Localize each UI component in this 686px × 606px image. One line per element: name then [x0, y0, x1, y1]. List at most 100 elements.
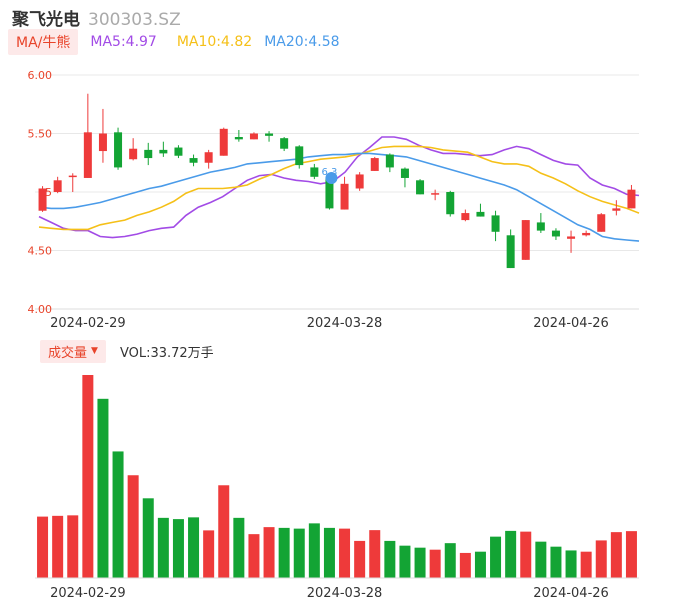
stock-code: 300303.SZ: [88, 10, 181, 30]
volume-selector-button[interactable]: 成交量 ▼: [40, 339, 106, 363]
volume-bar: [233, 517, 245, 578]
candle-body: [521, 220, 530, 260]
volume-bar: [414, 547, 426, 578]
price-marker: 6.3: [321, 167, 338, 184]
marker-icon: [325, 171, 338, 184]
candle-body: [219, 128, 228, 156]
date-tick-label: 2024-02-29: [50, 316, 126, 331]
volume-bar: [308, 523, 320, 578]
volume-bar: [595, 540, 607, 578]
candle-body: [476, 211, 485, 217]
volume-bar: [354, 540, 366, 578]
volume-bar: [203, 530, 215, 578]
candle-body: [129, 148, 138, 160]
volume-bar: [384, 540, 396, 578]
volume-bar: [323, 527, 335, 578]
candle-body: [491, 215, 500, 232]
ma5-line: [38, 136, 640, 239]
candle-body: [506, 235, 515, 269]
candle-body: [431, 193, 440, 195]
volume-bar: [444, 543, 456, 578]
volume-bar: [248, 534, 260, 578]
volume-bar: [535, 541, 547, 578]
candle-body: [582, 232, 591, 236]
price-tick-label: 4.50: [28, 245, 53, 258]
candle-body: [400, 168, 409, 178]
candle-body: [385, 154, 394, 168]
candle-body: [461, 213, 470, 221]
ma20-line: [38, 152, 640, 242]
price-tick-label: 6.00: [28, 69, 53, 82]
candle-body: [325, 177, 334, 209]
price-gridlines: [35, 74, 639, 310]
candle-body: [355, 174, 364, 189]
volume-date-ticks: 2024-02-29 2024-03-28 2024-04-26: [50, 586, 609, 601]
volume-bar: [550, 546, 562, 578]
moving-average-lines: [38, 136, 640, 242]
candle-body: [551, 230, 560, 237]
volume-bar: [459, 552, 471, 578]
candle-body: [68, 175, 77, 178]
volume-bar: [429, 549, 441, 578]
date-tick-label: 2024-02-29: [50, 586, 126, 601]
volume-bars: [35, 375, 639, 579]
volume-bar: [474, 551, 486, 578]
volume-bar: [82, 375, 94, 578]
volume-selector-label: 成交量: [48, 345, 88, 361]
price-date-ticks: 2024-02-29 2024-03-28 2024-04-26: [50, 316, 609, 331]
date-tick-label: 2024-03-28: [307, 316, 383, 331]
candle-body: [53, 180, 62, 192]
stock-header: 聚飞光电 300303.SZ: [12, 5, 181, 30]
price-tick-label: 4.00: [28, 303, 53, 316]
candle-body: [597, 214, 606, 232]
volume-bar: [278, 527, 290, 578]
ma20-legend-label: MA20:4.58: [264, 34, 340, 50]
ma5-legend-label: MA5:4.97: [90, 34, 157, 50]
stock-name: 聚飞光电: [12, 10, 80, 30]
candle-body: [159, 149, 168, 154]
candle-body: [416, 180, 425, 195]
price-tick-label: 5: [45, 186, 52, 199]
volume-bar: [97, 398, 109, 578]
volume-bar: [172, 519, 184, 578]
candle-body: [98, 133, 107, 152]
candle-body: [174, 147, 183, 156]
volume-bar: [565, 550, 577, 578]
candle-body: [627, 189, 636, 209]
volume-bar: [218, 485, 230, 578]
date-tick-label: 2024-03-28: [307, 586, 383, 601]
price-axis-ticks: 6.00 5.50 5 4.50 4.00: [28, 69, 53, 316]
volume-bar: [188, 517, 200, 578]
ma-legend: MA/牛熊 MA5:4.97 MA10:4.82 MA20:4.58: [8, 29, 340, 55]
volume-bar: [37, 516, 49, 578]
candle-body: [280, 138, 289, 149]
candle-body: [204, 152, 213, 163]
volume-bar: [520, 531, 532, 578]
volume-value-label: VOL:33.72万手: [119, 345, 214, 361]
candle-body: [234, 137, 243, 140]
candle-body: [265, 133, 274, 136]
ma10-line: [38, 145, 640, 231]
volume-bar: [399, 545, 411, 578]
candle-body: [114, 132, 123, 168]
marker-label: 6.3: [321, 167, 337, 178]
indicator-selector-button[interactable]: MA/牛熊: [8, 29, 79, 55]
volume-bar: [625, 531, 637, 578]
candle-body: [567, 236, 576, 239]
candle-body: [310, 167, 319, 177]
candle-body: [189, 158, 198, 163]
volume-bar: [505, 530, 517, 578]
volume-bar: [263, 527, 275, 578]
caret-down-icon: ▼: [91, 346, 98, 356]
candle-body: [370, 158, 379, 171]
volume-bar: [490, 536, 502, 578]
candle-body: [144, 149, 153, 159]
volume-bar: [610, 532, 622, 578]
candle-body: [38, 188, 47, 211]
volume-bar: [157, 517, 169, 578]
candle-body: [295, 146, 304, 166]
date-tick-label: 2024-04-26: [533, 316, 609, 331]
candle-body: [612, 208, 621, 211]
ma10-legend-label: MA10:4.82: [176, 34, 253, 50]
